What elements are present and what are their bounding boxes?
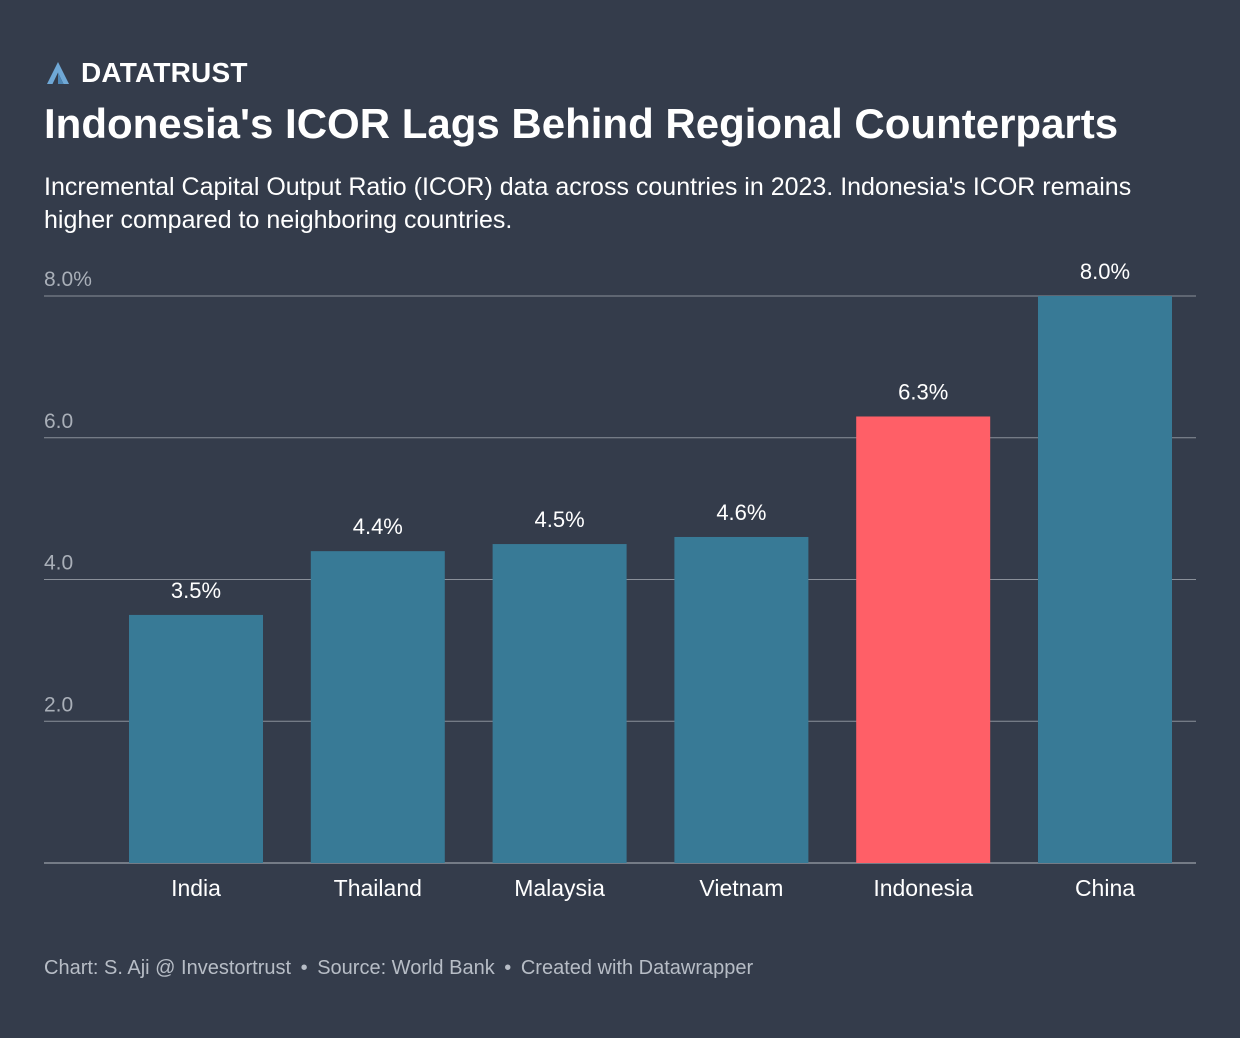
x-axis-category-labels: India Thailand Malaysia Vietnam Indonesia Chi… <box>171 875 1135 901</box>
chart-credit: Chart: S. Aji @ Investortrust <box>44 957 292 979</box>
category-label: Thailand <box>334 875 422 901</box>
y-tick-label: 2.0 <box>44 693 73 716</box>
bars <box>129 296 1172 863</box>
source-link[interactable]: Source: World Bank <box>317 957 495 979</box>
created-with-link[interactable]: Created with Datawrapper <box>520 957 754 979</box>
category-label: Vietnam <box>699 875 783 901</box>
brand-name: DATATRUST <box>81 57 248 88</box>
bar-india[interactable] <box>129 614 263 863</box>
y-tick-label: 6.0 <box>44 410 73 433</box>
data-label: 4.6% <box>716 500 766 525</box>
bar-china[interactable] <box>1038 296 1172 863</box>
y-tick-label: 4.0 <box>44 552 73 575</box>
data-label: 3.5% <box>171 578 221 603</box>
bar-malaysia[interactable] <box>492 544 627 863</box>
data-labels: 3.5% 4.4% 4.5% 4.6% 6.3% 8.0% <box>171 259 1130 603</box>
footer-separator: • <box>504 957 512 979</box>
subtitle: Incremental Capital Output Ratio (ICOR) … <box>44 173 1132 234</box>
page-title: Indonesia's ICOR Lags Behind Regional Co… <box>44 100 1119 147</box>
y-tick-label: 8.0% <box>44 268 92 291</box>
category-label: Indonesia <box>873 875 973 901</box>
category-label: Malaysia <box>514 875 605 901</box>
bar-indonesia[interactable] <box>856 416 991 863</box>
data-label: 4.5% <box>535 507 585 532</box>
datatrust-a-icon <box>47 62 69 84</box>
category-label: China <box>1075 875 1135 901</box>
data-label: 6.3% <box>898 379 948 404</box>
category-label: India <box>171 875 221 901</box>
data-label: 4.4% <box>353 514 403 539</box>
bar-thailand[interactable] <box>310 551 445 863</box>
y-axis-tick-labels: 2.0 4.0 6.0 8.0% <box>44 268 92 716</box>
bar-vietnam[interactable] <box>674 536 809 863</box>
data-label: 8.0% <box>1080 259 1130 284</box>
brand: DATATRUST <box>45 56 248 90</box>
footer: Chart: S. Aji @ Investortrust • Source: … <box>44 957 753 980</box>
footer-separator: • <box>300 957 308 979</box>
